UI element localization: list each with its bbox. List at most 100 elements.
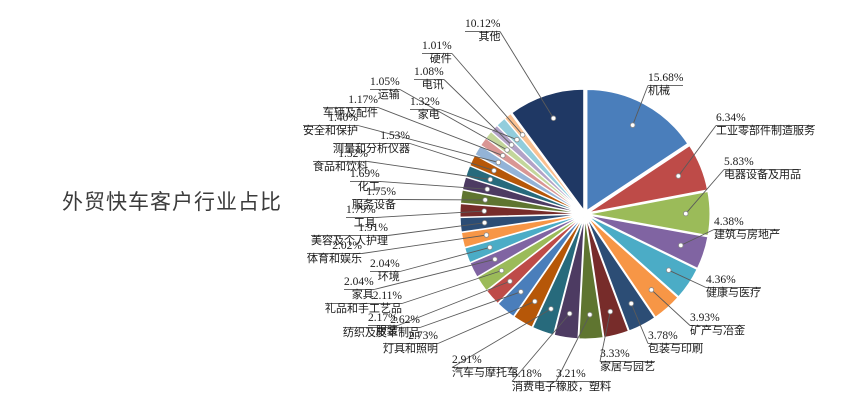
pie-label-percent: 1.52%: [338, 148, 368, 160]
leader-line: [443, 79, 512, 146]
pie-label: 2.91% 汽车与摩托车: [452, 354, 518, 379]
pie-label-category: 礼品和手工艺品: [325, 302, 402, 315]
leader-dot: [519, 132, 526, 138]
pie-label-percent: 2.73%: [408, 330, 438, 342]
pie-label-percent: 1.53%: [380, 130, 410, 142]
leader-dot: [628, 300, 634, 307]
pie-label-category: 车辆及配件: [323, 106, 378, 119]
leader-dot: [648, 287, 655, 293]
pie-label: 3.21% 橡胶，塑料: [556, 368, 611, 393]
leader-line: [632, 85, 649, 126]
pie-label: 1.52% 食品和饮料: [313, 148, 368, 173]
pie-label: 1.79% 工具: [346, 204, 376, 229]
leader-line: [685, 169, 725, 214]
leader-dot: [514, 136, 520, 143]
pie-label-percent: 1.17%: [348, 94, 378, 106]
leader-dot: [487, 176, 493, 183]
pie-label-category: 家电: [417, 108, 440, 121]
pie-label-category: 电讯: [421, 78, 444, 91]
pie-slice: [531, 217, 585, 336]
leader-line: [419, 291, 522, 328]
pie-label-category: 健康与医疗: [706, 286, 761, 299]
leader-dot: [491, 167, 497, 174]
pie-label: 6.34% 工业零部件制造服务: [716, 112, 815, 137]
pie-label-percent: 3.33%: [600, 348, 630, 360]
leader-dot: [481, 220, 488, 226]
leader-line: [651, 289, 691, 326]
pie-label-category: 电器设备及用品: [724, 168, 801, 181]
leader-line: [555, 314, 591, 382]
pie-label: 2.02% 体育和娱乐: [307, 240, 362, 265]
pie-label-category: 家居与园艺: [600, 360, 655, 373]
pie-label-category: 橡胶，塑料: [556, 380, 611, 393]
leader-line: [361, 234, 487, 254]
pie-label: 1.01% 硬件: [422, 40, 452, 65]
pie-label: 1.08% 电讯: [414, 66, 444, 91]
pie-label-percent: 1.01%: [422, 40, 452, 52]
pie-label: 10.12% 其他: [465, 18, 500, 43]
pie-label-percent: 2.91%: [452, 354, 482, 366]
leader-line: [387, 222, 485, 236]
pie-label: 1.53% 测量和分析仪器: [333, 130, 410, 155]
pie-label-percent: 2.04%: [344, 276, 374, 288]
leader-line: [373, 258, 496, 290]
leader-line: [439, 109, 518, 141]
pie-label-percent: 1.69%: [350, 168, 380, 180]
leader-line: [630, 303, 649, 344]
pie-label: 2.11% 礼品和手工艺品: [325, 290, 402, 315]
pie-label-percent: 10.12%: [465, 18, 501, 30]
pie-label: 2.62% 纺织及皮革制品: [343, 314, 420, 339]
pie-label: 1.75% 服务设备: [352, 186, 396, 211]
leader-dot: [483, 232, 490, 238]
leader-dot: [498, 267, 505, 274]
pie-label: 3.33% 家居与园艺: [600, 348, 655, 373]
pie-label: 4.38% 建筑与房地产: [714, 216, 780, 241]
pie-label-percent: 2.62%: [390, 314, 420, 326]
leader-dot: [629, 122, 636, 128]
leader-line: [678, 125, 717, 177]
pie-label-percent: 1.75%: [366, 186, 396, 198]
pie-slice: [588, 214, 709, 270]
pie-label-percent: 3.78%: [648, 330, 678, 342]
leader-dot: [532, 298, 538, 305]
pie-label: 5.83% 电器设备及用品: [724, 156, 801, 181]
leader-dot: [518, 289, 524, 295]
pie-label: 2.73% 灯具和照明: [383, 330, 438, 355]
leader-dot: [508, 142, 515, 148]
pie-label: 3.78% 包装与印刷: [648, 330, 703, 355]
leader-line: [379, 181, 488, 190]
pie-label-percent: 5.83%: [724, 156, 754, 168]
pie-label-category: 矿产与冶金: [690, 324, 745, 337]
pie-label: 1.32% 家电: [410, 96, 440, 121]
pie-label: 4.36% 健康与医疗: [706, 274, 761, 299]
pie-slice: [587, 216, 679, 318]
chart-title: 外贸快车客户行业占比: [62, 191, 282, 214]
leader-line: [375, 210, 485, 218]
pie-label-category: 其他: [478, 30, 501, 43]
pie-label-percent: 2.02%: [332, 240, 362, 252]
leader-line: [397, 280, 511, 326]
pie-label-percent: 4.36%: [706, 274, 736, 286]
pie-slice: [587, 215, 698, 298]
leader-line: [377, 107, 504, 157]
leader-dot: [495, 159, 502, 166]
pie-label-category: 纺织及皮革制品: [343, 326, 420, 339]
pie-label-category: 建筑与房地产: [714, 228, 780, 241]
leader-dot: [550, 115, 557, 121]
pie-label-category: 化工: [357, 180, 380, 193]
pie-label-category: 包装与印刷: [648, 342, 703, 355]
pie-label-category: 服务设备: [352, 198, 396, 211]
leader-dot: [683, 210, 689, 217]
pie-slice: [513, 217, 584, 328]
pie-label-category: 测量和分析仪器: [333, 142, 410, 155]
pie-label-percent: 1.05%: [370, 76, 400, 88]
leader-dot: [484, 186, 490, 192]
pie-label: 3.18% 消费电子: [512, 368, 556, 393]
leader-dot: [482, 197, 488, 203]
pie-label-category: 食品和饮料: [313, 160, 368, 173]
pie-label-percent: 1.32%: [410, 96, 440, 108]
pie-label: 2.04% 环境: [370, 258, 400, 283]
pie-label-percent: 1.40%: [328, 112, 358, 124]
pie-label-category: 环境: [377, 270, 400, 283]
